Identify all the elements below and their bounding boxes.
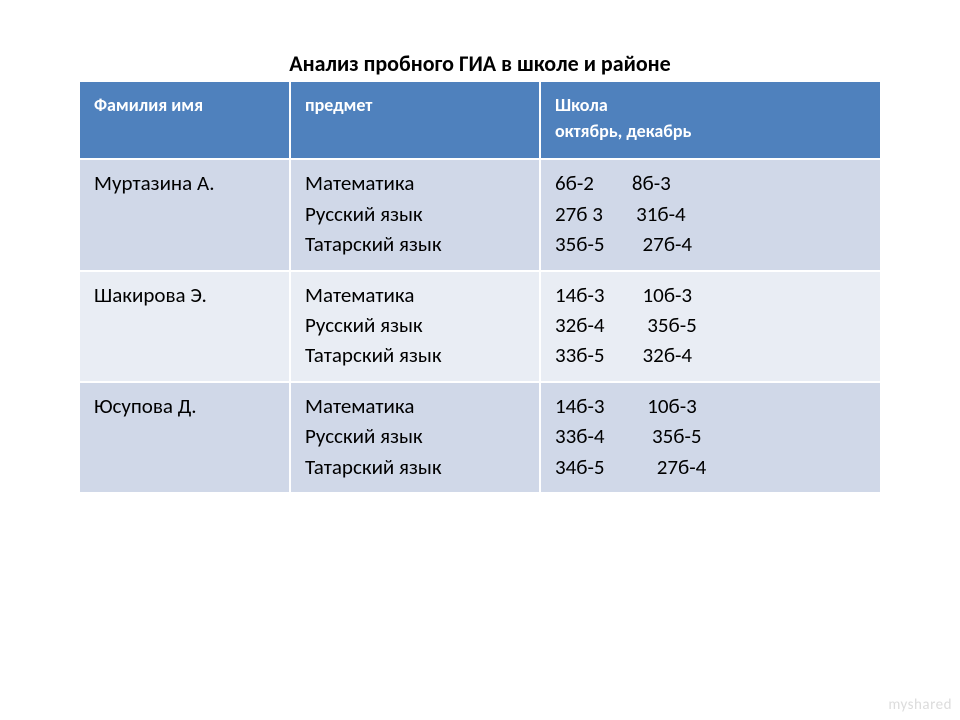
subject-rus: Русский язык [305, 312, 423, 338]
table-row: Муртазина А. Математика Русский язык Тат… [80, 159, 880, 270]
subject-tat: Татарский язык [305, 454, 442, 480]
col-header-school: Школа октябрь, декабрь [540, 82, 880, 159]
col-header-subject: предмет [290, 82, 540, 159]
page-title: Анализ пробного ГИА в школе и районе [0, 50, 960, 77]
subject-rus: Русский язык [305, 201, 423, 227]
cell-student-name: Муртазина А. [80, 159, 290, 270]
results-table: Фамилия имя предмет Школа октябрь, декаб… [80, 82, 880, 494]
subject-math: Математика [305, 393, 414, 419]
cell-scores: 6б-2 8б-3 27б 3 31б-4 35б-5 27б-4 [540, 159, 880, 270]
subject-math: Математика [305, 170, 414, 196]
table-row: Шакирова Э. Математика Русский язык Тата… [80, 271, 880, 382]
watermark: myshared [888, 696, 952, 714]
table-header-row: Фамилия имя предмет Школа октябрь, декаб… [80, 82, 880, 159]
table-row: Юсупова Д. Математика Русский язык Татар… [80, 382, 880, 493]
cell-subjects: Математика Русский язык Татарский язык [290, 271, 540, 382]
subject-tat: Татарский язык [305, 342, 442, 368]
cell-scores: 14б-3 10б-3 32б-4 35б-5 33б-5 32б-4 [540, 271, 880, 382]
slide: Анализ пробного ГИА в школе и районе Фам… [0, 0, 960, 720]
cell-subjects: Математика Русский язык Татарский язык [290, 382, 540, 493]
cell-scores: 14б-3 10б-3 33б-4 35б-5 34б-5 27б-4 [540, 382, 880, 493]
subject-math: Математика [305, 282, 414, 308]
subject-rus: Русский язык [305, 423, 423, 449]
col-header-school-line1: Школа [555, 94, 608, 116]
cell-student-name: Шакирова Э. [80, 271, 290, 382]
col-header-name: Фамилия имя [80, 82, 290, 159]
cell-student-name: Юсупова Д. [80, 382, 290, 493]
cell-subjects: Математика Русский язык Татарский язык [290, 159, 540, 270]
subject-tat: Татарский язык [305, 231, 442, 257]
col-header-school-line2: октябрь, декабрь [555, 120, 691, 142]
